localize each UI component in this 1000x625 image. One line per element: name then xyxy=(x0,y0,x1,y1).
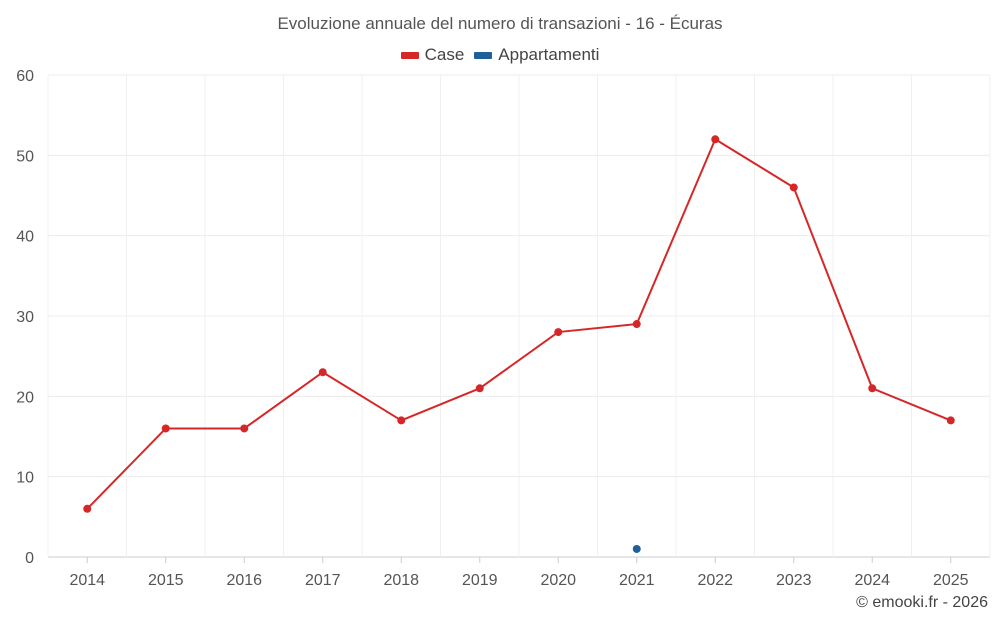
credit-text: © emooki.fr - 2026 xyxy=(856,594,988,611)
data-point-case xyxy=(554,328,563,337)
x-tick-label: 2016 xyxy=(226,572,262,589)
x-tick-label: 2017 xyxy=(305,572,341,589)
chart-title: Evoluzione annuale del numero di transaz… xyxy=(277,14,723,33)
data-point-case xyxy=(868,384,877,393)
x-tick-label: 2025 xyxy=(933,572,969,589)
x-tick-label: 2020 xyxy=(540,572,576,589)
data-point-case xyxy=(83,504,92,513)
data-point-case xyxy=(475,384,484,393)
legend-label-appartamenti: Appartamenti xyxy=(498,45,600,64)
x-tick-label: 2015 xyxy=(148,572,184,589)
data-point-case xyxy=(397,416,406,425)
y-tick-label: 20 xyxy=(16,389,34,406)
legend-swatch-case xyxy=(400,51,419,59)
data-point-appartamenti xyxy=(632,544,641,553)
legend: Case Appartamenti xyxy=(0,45,1000,65)
x-tick-label: 2019 xyxy=(462,572,498,589)
x-tick-label: 2014 xyxy=(69,572,105,589)
x-tick-label: 2022 xyxy=(697,572,733,589)
data-point-case xyxy=(240,424,249,433)
data-point-case xyxy=(161,424,170,433)
y-tick-label: 0 xyxy=(25,550,34,567)
x-tick-label: 2021 xyxy=(619,572,655,589)
data-point-case xyxy=(632,320,641,329)
x-tick-label: 2024 xyxy=(854,572,890,589)
legend-label-case: Case xyxy=(424,45,465,64)
series-line-case xyxy=(86,138,952,510)
data-point-case xyxy=(711,135,720,144)
y-tick-label: 60 xyxy=(16,68,34,85)
legend-item-case[interactable]: Case xyxy=(400,45,465,65)
legend-swatch-appartamenti xyxy=(474,51,493,59)
data-point-case xyxy=(789,183,798,192)
data-point-case xyxy=(318,368,327,377)
data-point-case xyxy=(946,416,955,425)
y-tick-label: 10 xyxy=(16,470,34,487)
x-tick-label: 2023 xyxy=(776,572,812,589)
y-tick-label: 40 xyxy=(16,229,34,246)
y-tick-label: 50 xyxy=(16,148,34,165)
y-tick-label: 30 xyxy=(16,309,34,326)
x-tick-label: 2018 xyxy=(383,572,419,589)
legend-item-appartamenti[interactable]: Appartamenti xyxy=(474,45,599,65)
